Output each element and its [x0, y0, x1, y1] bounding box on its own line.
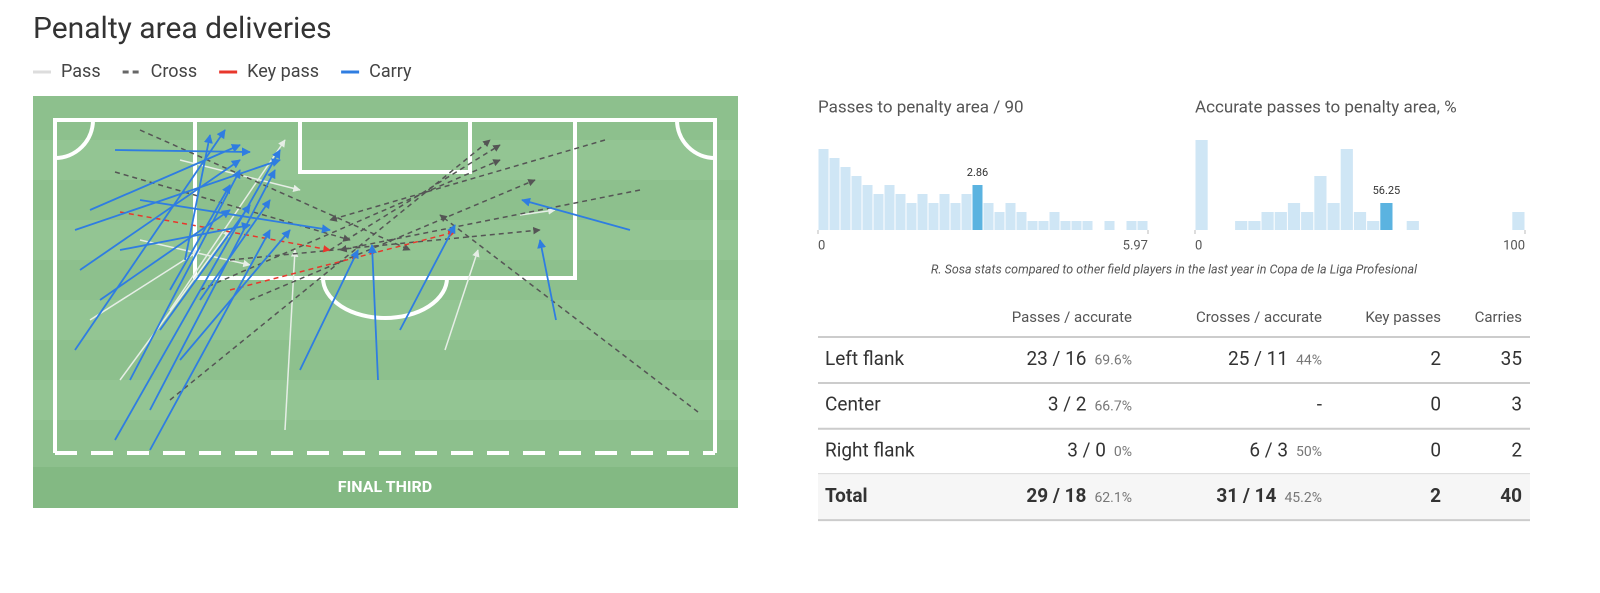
- histogram-bar: [862, 185, 873, 230]
- histogram-bar: [1248, 221, 1261, 230]
- histogram-bar: [1038, 221, 1049, 230]
- column-header: Crosses / accurate: [1196, 308, 1322, 326]
- histogram-bar: [939, 194, 950, 230]
- histograms: Passes to penalty area / 90 2.86 0 5.97 Accu…: [817, 97, 1526, 253]
- pct: 66.7%: [1094, 398, 1132, 414]
- pct: 69.6%: [1094, 353, 1132, 369]
- cell: 2: [1511, 438, 1522, 461]
- legend-label: Cross: [151, 61, 198, 82]
- cell: 6 / 3: [1249, 438, 1288, 461]
- row-label: Total: [825, 484, 868, 507]
- cell: 31 / 14: [1216, 484, 1276, 507]
- histogram-bar: [1195, 140, 1208, 230]
- cell: 2: [1430, 347, 1441, 370]
- histogram-bar: [1380, 203, 1393, 230]
- cell: 35: [1501, 347, 1522, 370]
- column-header: Carries: [1475, 308, 1522, 326]
- legend: Pass Cross Key pass Carry: [33, 61, 412, 82]
- highlight-label: 56.25: [1373, 184, 1401, 197]
- stats-table: Passes / accurate Crosses / accurate Key p…: [818, 308, 1530, 522]
- histogram-bar: [961, 194, 972, 230]
- histogram-bar: [895, 194, 906, 230]
- histogram-bar: [1060, 221, 1071, 230]
- histogram-bar: [1235, 221, 1248, 230]
- row-label: Right flank: [825, 438, 915, 461]
- x-tick-label: 0: [1195, 238, 1202, 253]
- cell: 3: [1511, 393, 1522, 416]
- chart-title: Accurate passes to penalty area, %: [1195, 97, 1457, 117]
- histogram-bar: [1027, 221, 1038, 230]
- histogram-bar: [1512, 212, 1525, 230]
- histogram-bar: [983, 203, 994, 230]
- pct: 50%: [1296, 444, 1322, 460]
- histogram-bar: [1314, 176, 1327, 230]
- cell: 2: [1430, 484, 1441, 507]
- histogram-bar: [1353, 212, 1367, 230]
- histogram-bar: [873, 194, 884, 230]
- histogram-bar: [829, 158, 840, 230]
- histogram-bar: [906, 203, 917, 230]
- histogram-bar: [1367, 221, 1380, 230]
- histogram-bar: [1327, 203, 1340, 230]
- legend-label: Carry: [369, 61, 412, 82]
- cell: 0: [1430, 438, 1441, 461]
- histogram-bar: [950, 203, 961, 230]
- cell: 40: [1500, 484, 1522, 507]
- x-tick-label: 100: [1503, 238, 1525, 253]
- histogram-bar: [1287, 203, 1301, 230]
- histogram-bar: [994, 212, 1005, 230]
- cell: 25 / 11: [1228, 347, 1288, 370]
- histogram-bar: [917, 194, 928, 230]
- histogram-bar: [840, 167, 851, 230]
- histogram-bar: [818, 149, 829, 230]
- pct: 62.1%: [1094, 490, 1132, 506]
- column-header: Key passes: [1365, 308, 1441, 326]
- x-tick-label: 5.97: [1123, 238, 1148, 253]
- title: Penalty area deliveries: [33, 11, 332, 46]
- cell: 0: [1430, 393, 1441, 416]
- histogram-bar: [1082, 221, 1093, 230]
- histogram-bar: [1104, 221, 1115, 230]
- histogram-bar: [1049, 212, 1060, 230]
- pct: 0%: [1114, 444, 1132, 460]
- note: R. Sosa stats compared to other field pl…: [931, 262, 1418, 277]
- legend-label: Key pass: [247, 61, 319, 82]
- histogram-bar: [1071, 221, 1082, 230]
- cell: 29 / 18: [1026, 484, 1086, 507]
- histogram-bar: [1406, 221, 1419, 230]
- cell: -: [1317, 393, 1322, 416]
- total-row-bg: [818, 474, 1530, 521]
- row-label: Center: [825, 393, 881, 416]
- histogram-bar: [1005, 203, 1016, 230]
- row-label: Left flank: [825, 347, 904, 370]
- chart-title: Passes to penalty area / 90: [818, 97, 1024, 117]
- cell: 3 / 0: [1067, 438, 1106, 461]
- histogram-bar: [1126, 221, 1137, 230]
- pct: 45.2%: [1284, 490, 1322, 506]
- histogram-bar: [1016, 212, 1027, 230]
- pitch-label: FINAL THIRD: [338, 477, 432, 496]
- x-tick-label: 0: [818, 238, 825, 253]
- histogram-bar: [884, 185, 895, 230]
- highlight-label: 2.86: [967, 166, 988, 179]
- cell: 3 / 2: [1048, 393, 1087, 416]
- histogram-bar: [972, 185, 983, 230]
- histogram-bar: [1274, 212, 1287, 230]
- histogram-bar: [1340, 149, 1353, 230]
- histogram-bar: [1137, 221, 1148, 230]
- pct: 44%: [1296, 353, 1322, 369]
- histogram-bar: [851, 176, 862, 230]
- legend-label: Pass: [61, 61, 101, 82]
- histogram-bar: [1301, 212, 1314, 230]
- pitch: FINAL THIRD: [33, 96, 738, 508]
- histogram-bar: [1261, 212, 1274, 230]
- cell: 23 / 16: [1026, 347, 1086, 370]
- histogram-bar: [928, 203, 939, 230]
- column-header: Passes / accurate: [1012, 308, 1132, 326]
